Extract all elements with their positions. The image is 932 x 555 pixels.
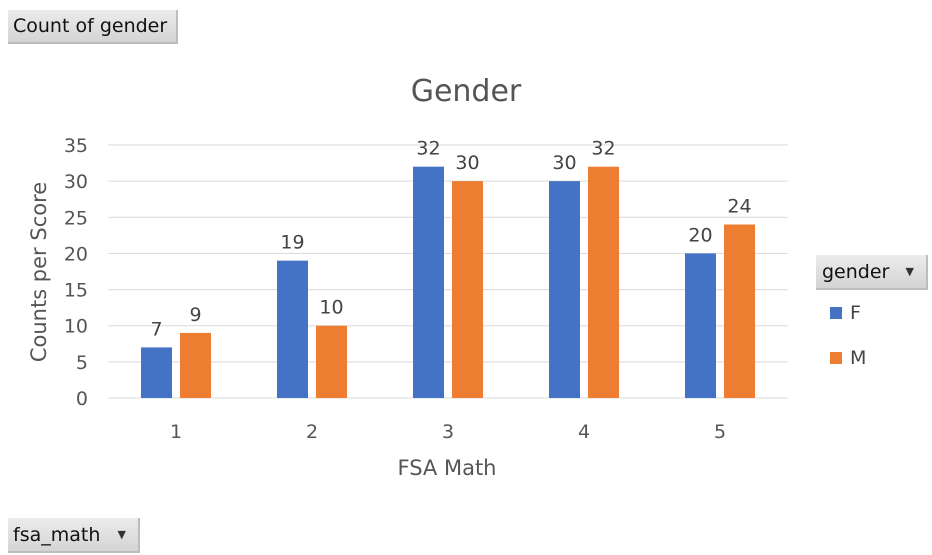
x-tick-label: 3 (442, 421, 454, 443)
y-tick-label: 0 (76, 388, 88, 410)
bar-data-label: 19 (280, 232, 304, 254)
y-tick-label: 5 (76, 352, 88, 374)
bar-data-label: 20 (688, 224, 712, 246)
bar-data-label: 9 (189, 304, 201, 326)
axis-field-button[interactable]: fsa_math ▼ (8, 518, 140, 553)
legend-label-m: M (850, 347, 867, 369)
y-tick-label: 35 (64, 135, 88, 157)
axis-field-label: fsa_math (13, 523, 101, 546)
bar-m (588, 166, 619, 398)
dropdown-arrow-icon: ▼ (905, 265, 914, 278)
values-field-label: Count of gender (13, 15, 168, 37)
legend-swatch-m (830, 352, 842, 364)
y-axis-title: Counts per Score (27, 182, 51, 362)
legend-item-m: M (830, 347, 866, 369)
x-tick-label: 5 (714, 421, 726, 443)
y-tick-label: 15 (64, 280, 88, 302)
legend-label-f: F (850, 302, 861, 324)
values-field-button[interactable]: Count of gender (8, 10, 178, 44)
legend-field-button[interactable]: gender ▼ (816, 255, 928, 290)
y-tick-label: 30 (64, 171, 88, 193)
bar-data-label: 32 (416, 138, 440, 160)
bars (141, 166, 755, 398)
bar-f (277, 260, 308, 398)
x-axis-title: FSA Math (397, 456, 496, 480)
legend-item-f: F (830, 302, 861, 324)
x-tick-label: 4 (578, 421, 590, 443)
legend-field-label: gender (822, 260, 890, 283)
y-tick-labels: 0 5 10 15 20 25 30 35 (64, 135, 88, 410)
chart-title: Gender (411, 74, 522, 109)
bar-f (413, 166, 444, 398)
bar-data-label: 32 (591, 138, 615, 160)
y-tick-label: 10 (64, 316, 88, 338)
bar-data-label: 30 (455, 152, 479, 174)
bar-data-labels: 7 9 19 10 32 30 30 32 20 24 (150, 138, 751, 341)
x-tick-labels: 1 2 3 4 5 (170, 421, 726, 443)
bar-m (452, 181, 483, 398)
y-tick-label: 20 (64, 243, 88, 265)
gridlines (108, 144, 788, 399)
x-tick-label: 2 (306, 421, 318, 443)
y-tick-label: 25 (64, 207, 88, 229)
bar-data-label: 10 (319, 297, 343, 319)
bar-data-label: 7 (150, 318, 162, 340)
dropdown-arrow-icon: ▼ (117, 528, 126, 541)
bar-data-label: 24 (727, 196, 751, 218)
bar-f (685, 253, 716, 398)
bar-m (724, 224, 755, 398)
bar-f (549, 181, 580, 398)
bar-m (316, 325, 347, 398)
bar-f (141, 347, 172, 398)
bar-data-label: 30 (552, 152, 576, 174)
legend-swatch-f (830, 307, 842, 319)
bar-m (180, 332, 211, 398)
x-tick-label: 1 (170, 421, 182, 443)
